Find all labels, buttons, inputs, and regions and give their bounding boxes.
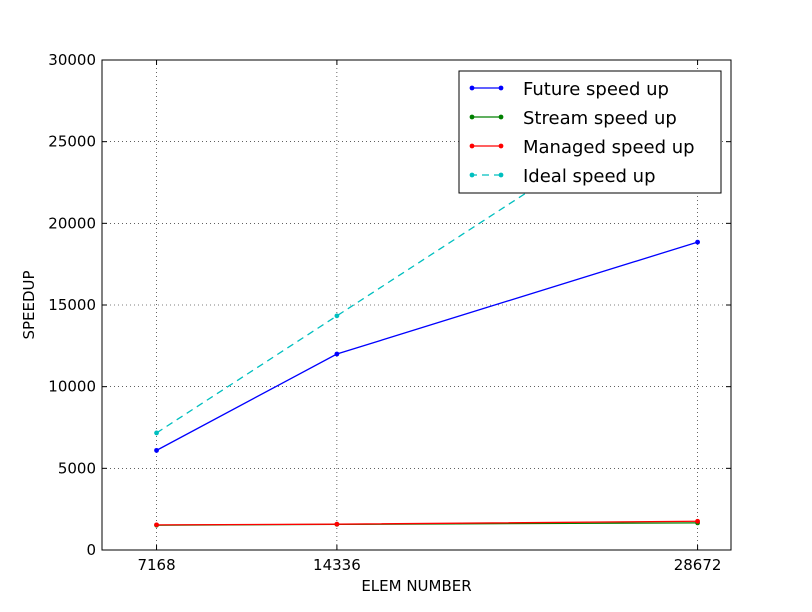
y-tick-label: 0 <box>86 541 96 559</box>
legend-marker <box>498 114 504 120</box>
series-layer <box>154 79 700 528</box>
legend-label: Future speed up <box>523 79 669 100</box>
legend-item: Stream speed up <box>469 108 677 129</box>
x-tick-label: 7168 <box>137 556 175 574</box>
series-0 <box>154 239 700 453</box>
legend-box <box>458 70 722 194</box>
y-tick-label: 25000 <box>48 133 96 151</box>
data-point <box>695 518 700 524</box>
legend-item: Future speed up <box>469 79 669 100</box>
series-line <box>156 241 698 451</box>
legend-marker <box>498 172 504 178</box>
series-2 <box>154 518 700 528</box>
legend-marker <box>469 172 475 178</box>
legend-label: Stream speed up <box>523 108 677 129</box>
legend-marker <box>469 85 475 91</box>
legend-item: Managed speed up <box>469 137 695 158</box>
data-point <box>334 313 340 319</box>
legend-label: Ideal speed up <box>523 166 656 187</box>
data-point <box>154 447 159 453</box>
y-tick-label: 10000 <box>48 378 96 396</box>
data-point <box>334 351 340 357</box>
axis-ticks: 7168 14336 28672 0 5000 10000 15000 20000 25000 3… <box>48 51 731 574</box>
legend-marker <box>469 143 475 149</box>
y-tick-label: 15000 <box>48 296 96 314</box>
data-point <box>695 239 700 245</box>
legend-item: Ideal speed up <box>469 166 656 187</box>
legend-marker <box>498 143 504 149</box>
legend-marker <box>469 114 475 120</box>
y-tick-label: 30000 <box>48 51 96 69</box>
legend: Future speed up Stream speed up Managed sp… <box>458 70 722 194</box>
data-point <box>334 521 340 527</box>
legend-label: Managed speed up <box>523 137 695 158</box>
y-tick-label: 20000 <box>48 214 96 232</box>
x-tick-label: 28672 <box>674 556 722 574</box>
y-axis-label: SPEEDUP <box>20 270 38 339</box>
legend-marker <box>498 85 504 91</box>
data-point <box>154 430 159 436</box>
x-tick-label: 14336 <box>313 556 361 574</box>
data-point <box>154 522 159 528</box>
y-tick-label: 5000 <box>58 459 96 477</box>
x-axis-label: ELEM NUMBER <box>361 577 471 595</box>
series-group <box>154 79 700 528</box>
